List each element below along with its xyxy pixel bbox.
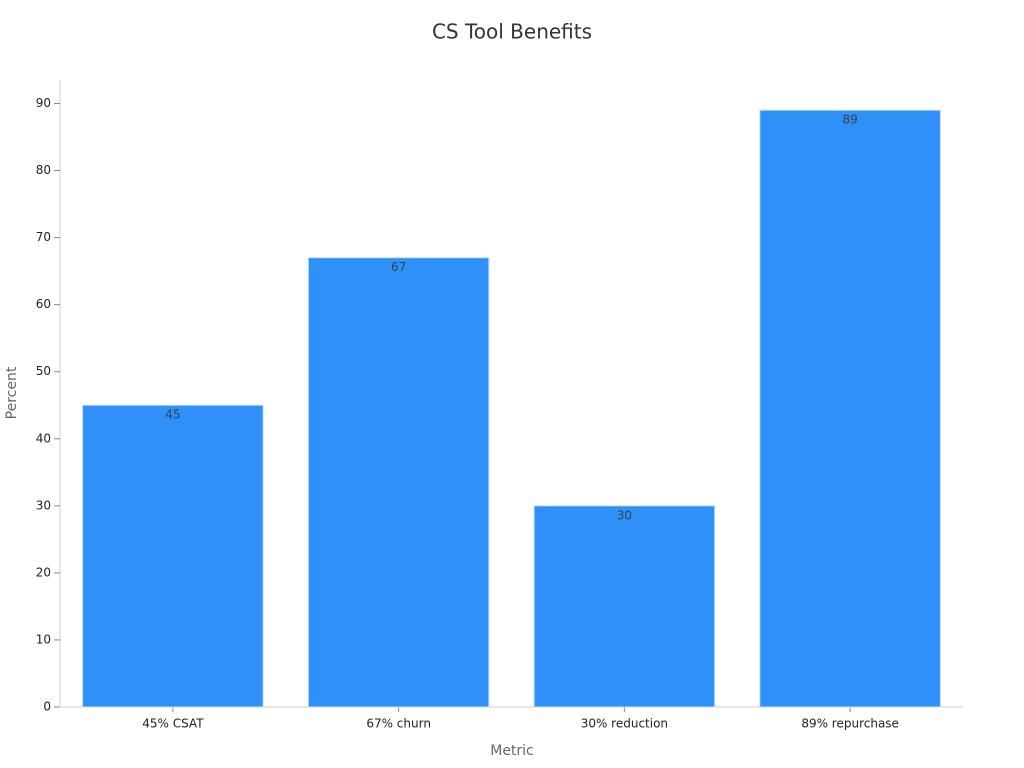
y-tick-label: 90	[36, 96, 51, 110]
y-axis-title: Percent	[4, 366, 20, 419]
x-tick-label: 89% repurchase	[801, 717, 899, 731]
y-tick-label: 70	[36, 230, 51, 244]
value-label: 89	[842, 113, 857, 127]
y-tick-label: 20	[36, 565, 51, 579]
x-axis-title: Metric	[490, 743, 534, 759]
chart-title: CS Tool Benefits	[432, 20, 592, 44]
y-tick-label: 30	[36, 498, 51, 512]
x-tick-label: 45% CSAT	[142, 717, 204, 731]
bar	[307, 257, 490, 708]
x-tick-label: 67% churn	[366, 717, 431, 731]
value-label: 67	[391, 260, 406, 274]
y-tick-label: 50	[36, 364, 51, 378]
bar	[82, 404, 264, 708]
y-tick-label: 0	[43, 700, 51, 714]
value-label: 45	[165, 408, 180, 422]
bar	[533, 505, 716, 708]
y-tick-label: 10	[36, 632, 51, 646]
y-tick-label: 40	[36, 431, 51, 445]
bar	[759, 109, 941, 708]
y-tick-label: 60	[36, 297, 51, 311]
x-tick-label: 30% reduction	[581, 717, 668, 731]
value-label: 30	[617, 508, 632, 522]
y-tick-label: 80	[36, 163, 51, 177]
